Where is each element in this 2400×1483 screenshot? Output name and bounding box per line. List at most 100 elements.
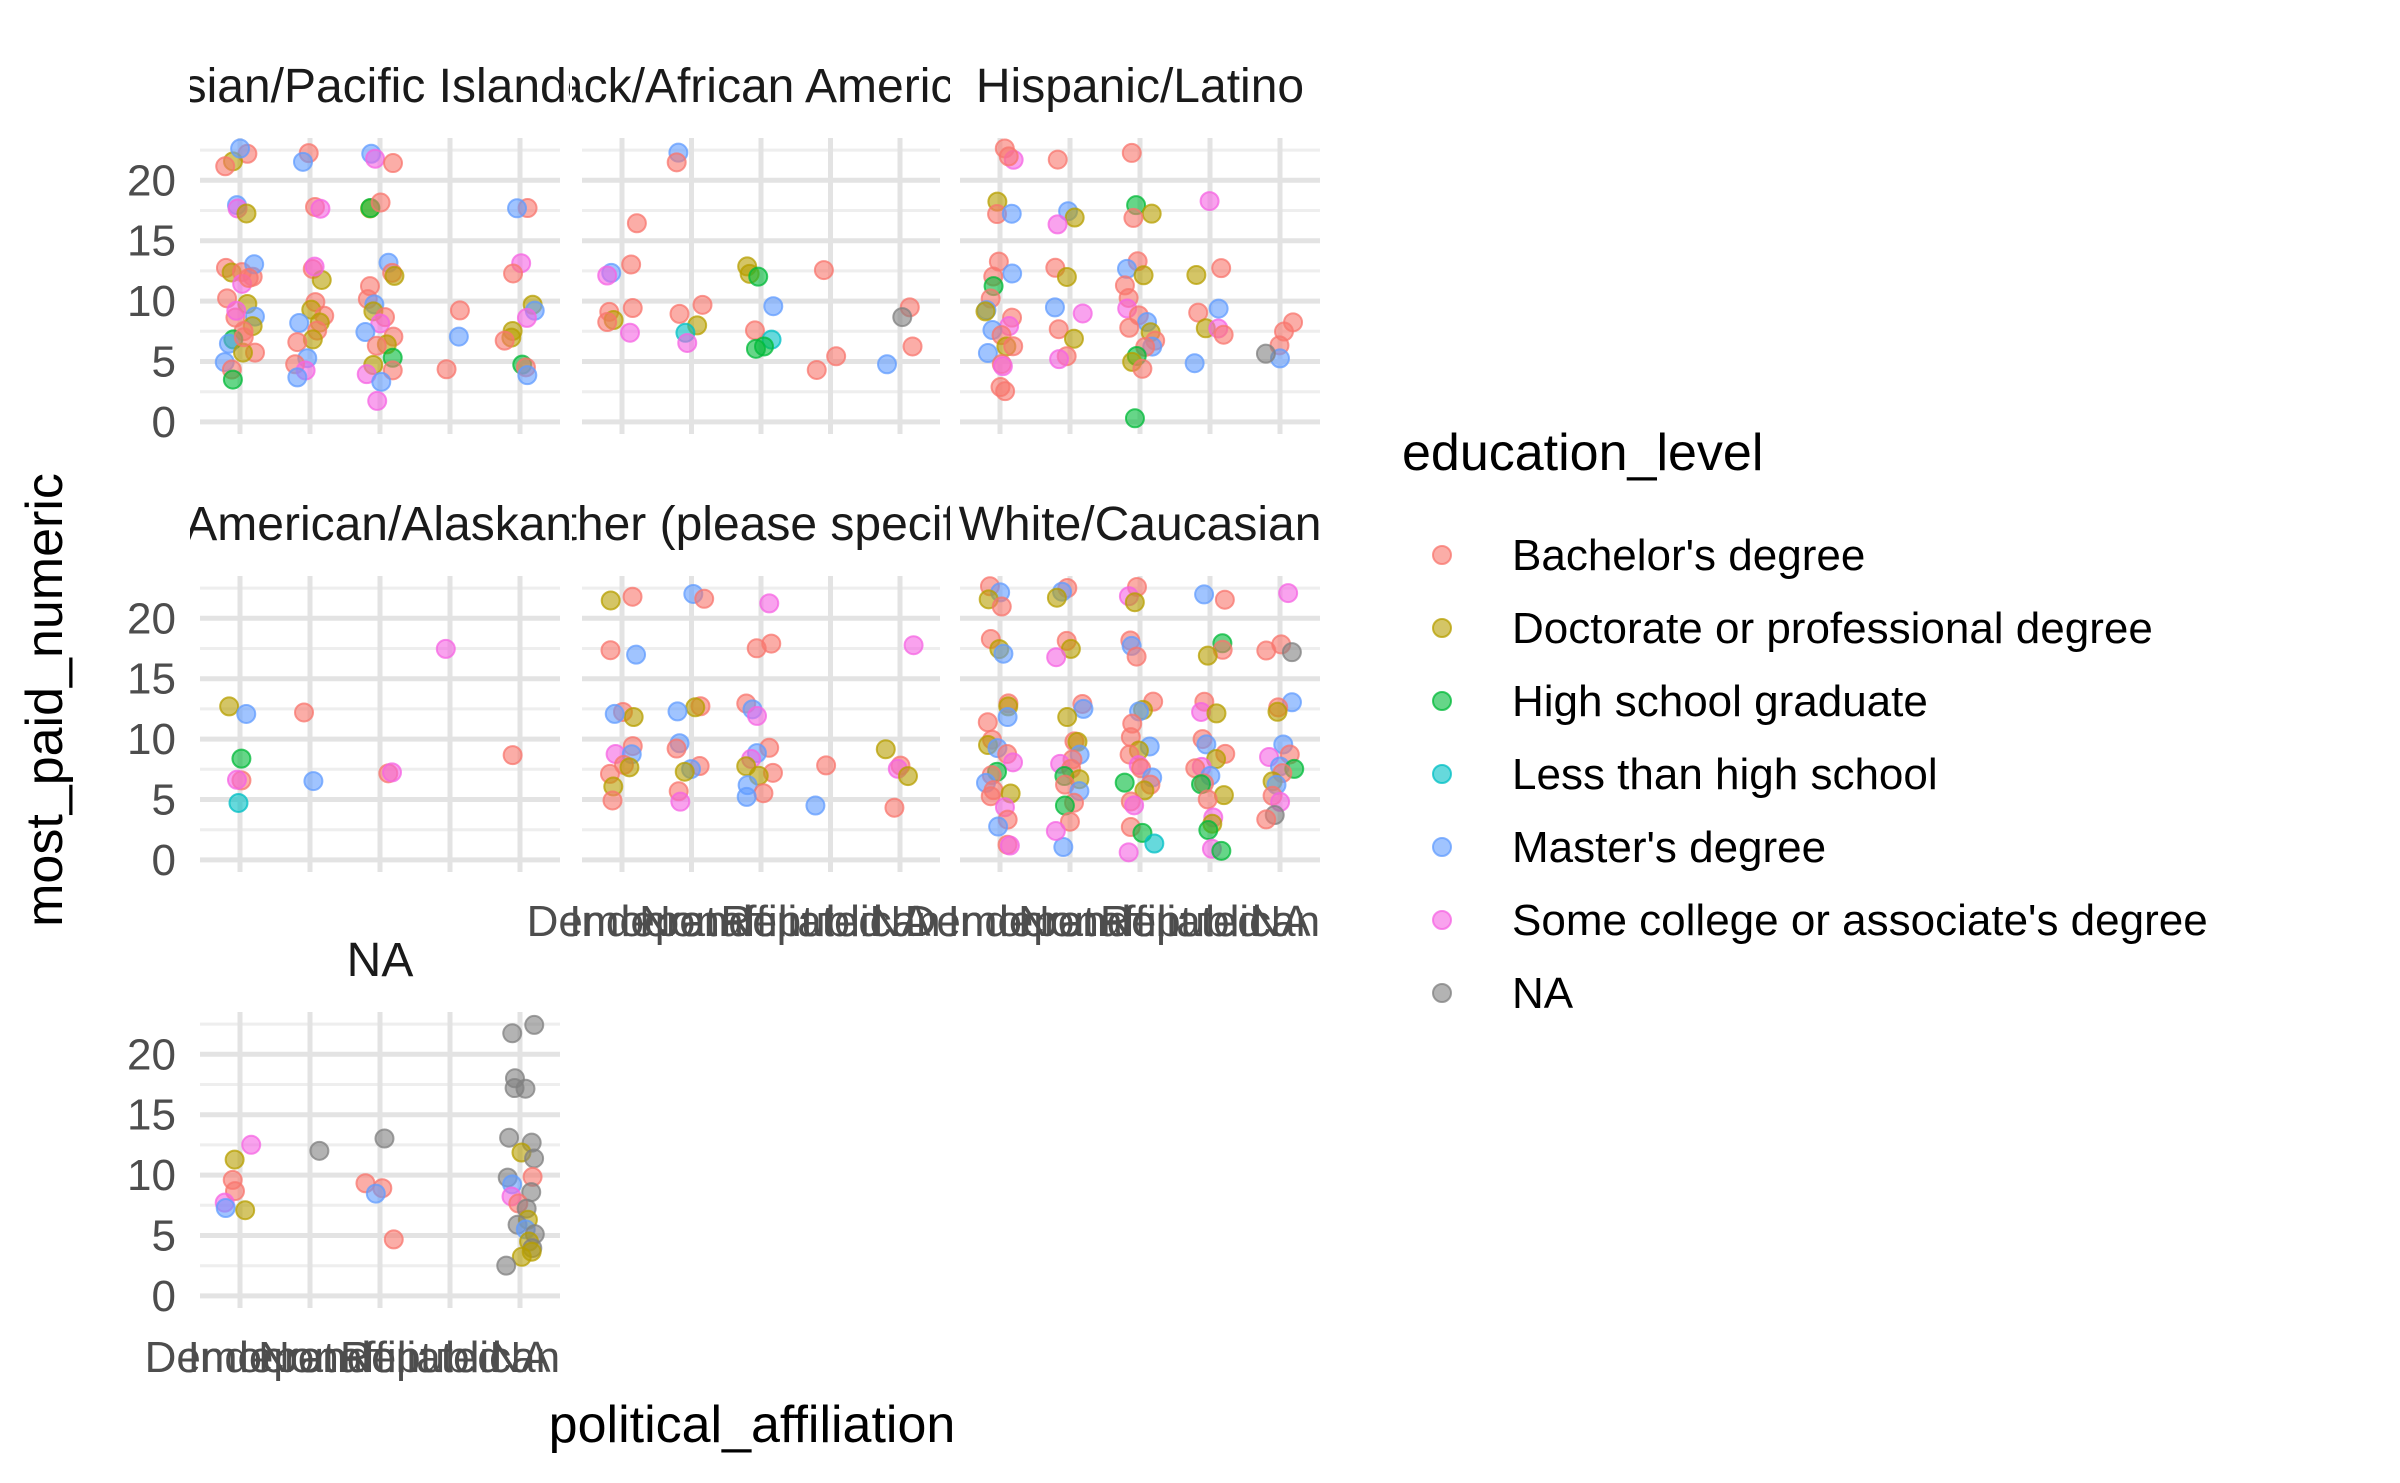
data-point [1064, 207, 1085, 228]
data-point [1184, 353, 1205, 374]
data-point [1003, 752, 1024, 773]
data-point [238, 267, 259, 288]
data-point [1141, 203, 1162, 224]
data-point [355, 322, 376, 343]
data-point [1047, 149, 1068, 170]
data-point [597, 312, 618, 333]
data-point [1214, 589, 1235, 610]
data-point [619, 757, 640, 778]
data-point [991, 596, 1012, 617]
data-point [524, 1014, 545, 1035]
legend-label: Doctorate or professional degree [1512, 604, 2153, 653]
data-point [1186, 264, 1207, 285]
x-tick-label: Democrat [905, 897, 1096, 946]
x-axis-label: political_affiliation [549, 1396, 956, 1454]
legend-item: Less than high school [1432, 750, 1938, 799]
data-point [977, 712, 998, 733]
data-point [626, 213, 647, 234]
data-point [998, 146, 1019, 167]
data-point [747, 705, 768, 726]
data-point [753, 783, 774, 804]
data-point [826, 346, 847, 367]
data-point [666, 738, 687, 759]
x-tick-label: Independent [948, 897, 1193, 946]
data-point [367, 390, 388, 411]
data-point [622, 298, 643, 319]
data-point [674, 761, 695, 782]
data-point [805, 795, 826, 816]
data-point [980, 786, 1001, 807]
data-point [999, 835, 1020, 856]
data-point [1119, 317, 1140, 338]
y-tick-label: 20 [127, 156, 176, 205]
data-point [1256, 640, 1277, 661]
data-point [1194, 584, 1215, 605]
data-point [228, 792, 249, 813]
data-point [1124, 795, 1145, 816]
data-point [503, 263, 524, 284]
data-point [303, 771, 324, 792]
data-point [623, 707, 644, 728]
legend-item: High school graduate [1432, 677, 1928, 726]
data-point [1121, 142, 1142, 163]
legend: education_level Bachelor's degree Doctora… [1402, 424, 2208, 1018]
data-point [1133, 265, 1154, 286]
data-point [236, 203, 257, 224]
y-tick-label: 20 [127, 1030, 176, 1079]
facet-strip-label: White/Caucasian [959, 498, 1322, 551]
legend-swatch [1432, 691, 1452, 711]
data-point [1126, 646, 1147, 667]
data-point [517, 365, 538, 386]
y-tick-label: 0 [152, 398, 176, 447]
y-tick-label: 15 [127, 655, 176, 704]
x-tick-label: NA [1249, 897, 1311, 946]
legend-swatch [1432, 618, 1452, 638]
legend-label: Less than high school [1512, 750, 1938, 799]
facet-panel: Hispanic/Latino [960, 60, 1320, 434]
legend-label: Master's degree [1512, 823, 1826, 872]
data-point [685, 697, 706, 718]
x-tick-label: NA [869, 897, 931, 946]
data-point [977, 343, 998, 364]
data-point [371, 371, 392, 392]
data-point [988, 816, 1009, 837]
data-point [1134, 780, 1155, 801]
legend-item: Some college or associate's degree [1432, 896, 2208, 945]
facet-strip-label: Hispanic/Latino [976, 60, 1304, 113]
data-point [692, 294, 713, 315]
legend-swatch [1432, 545, 1452, 565]
y-axis-label: most_paid_numeric [16, 473, 74, 927]
data-point [816, 755, 837, 776]
data-point [1144, 833, 1165, 854]
data-point [1199, 191, 1220, 212]
facet-strip-label: Other (please specify) [526, 498, 996, 551]
y-tick-label: 10 [127, 1151, 176, 1200]
facet-panel: 0 5 10 15 20 NA DemocratIndependentNonaffiliat… [127, 934, 560, 1382]
data-point [1211, 840, 1232, 861]
data-point [1197, 645, 1218, 666]
x-tick-label: Nonaffiliated [1018, 897, 1262, 946]
data-point [1118, 842, 1139, 863]
x-tick-label: Independent [569, 897, 814, 946]
data-point [1208, 298, 1229, 319]
data-point [370, 313, 391, 334]
data-point [494, 330, 515, 351]
data-point [287, 367, 308, 388]
data-point [694, 588, 715, 609]
data-point [1053, 837, 1074, 858]
data-point [1124, 592, 1145, 613]
legend-swatch [1432, 983, 1452, 1003]
legend-item: NA [1432, 969, 1574, 1018]
data-point [374, 1128, 395, 1149]
data-point [736, 786, 757, 807]
data-point [1002, 263, 1023, 284]
data-point [995, 381, 1016, 402]
data-point [1003, 336, 1024, 357]
y-tick-label: 20 [127, 594, 176, 643]
legend-label: Bachelor's degree [1512, 531, 1865, 580]
data-point [365, 148, 386, 169]
data-point [226, 769, 247, 790]
y-tick-label: 0 [152, 836, 176, 885]
y-tick-label: 0 [152, 1272, 176, 1321]
data-point [436, 359, 457, 380]
